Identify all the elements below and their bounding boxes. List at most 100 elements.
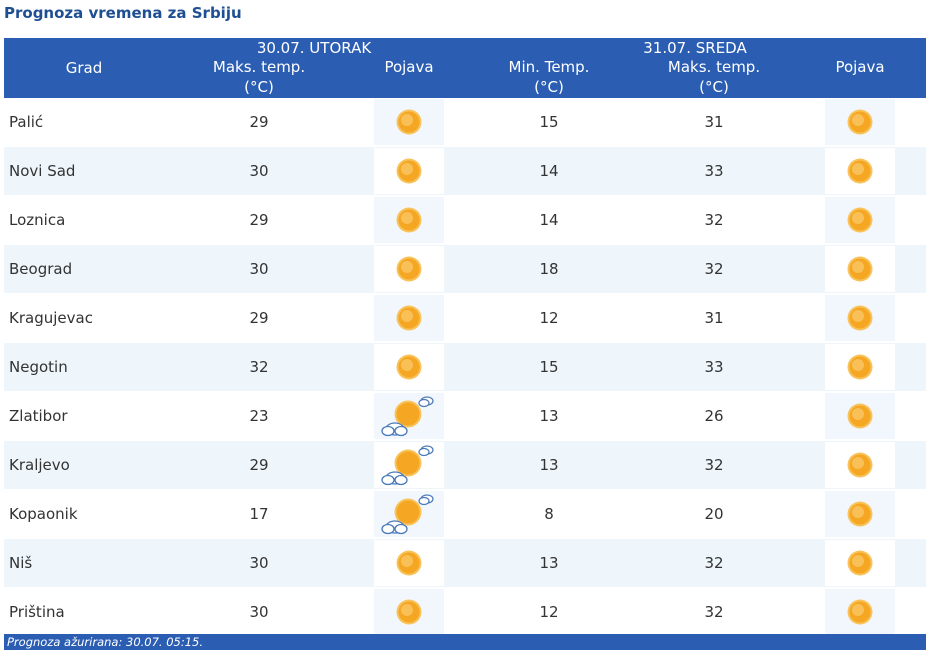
day2-max-temp: 33 <box>634 146 794 196</box>
day1-weather-cell <box>354 342 464 392</box>
day2-max-temp: 32 <box>634 538 794 588</box>
forecast-table-wrapper: 30.07. UTORAK 31.07. SREDA Grad Maks. te… <box>4 38 926 637</box>
table-body: Palić 29 15 31 Novi Sad 30 14 33 Loznica 29 <box>4 98 926 637</box>
forecast-table: 30.07. UTORAK 31.07. SREDA Grad Maks. te… <box>4 38 926 637</box>
city-name: Novi Sad <box>4 146 164 196</box>
sun-icon <box>374 540 444 586</box>
day1-max-temp: 30 <box>164 146 354 196</box>
sun-icon <box>825 344 895 390</box>
city-column-header: Grad <box>4 57 164 98</box>
day2-weather-header: Pojava <box>794 57 926 98</box>
day2-weather-cell <box>794 538 926 588</box>
day2-min-temp: 14 <box>464 146 634 196</box>
day2-max-header: Maks. temp. (°C) <box>634 57 794 98</box>
city-name: Kragujevac <box>4 293 164 343</box>
day2-max-temp: 33 <box>634 342 794 392</box>
day1-weather-header: Pojava <box>354 57 464 98</box>
day2-weather-cell <box>794 146 926 196</box>
day1-max-header: Maks. temp. (°C) <box>164 57 354 98</box>
day2-max-temp: 32 <box>634 195 794 245</box>
partly-cloudy-icon <box>374 442 444 488</box>
sun-icon <box>825 491 895 537</box>
table-row: Novi Sad 30 14 33 <box>4 146 926 196</box>
sun-icon <box>825 246 895 292</box>
day2-max-temp: 26 <box>634 391 794 441</box>
day1-weather-cell <box>354 538 464 588</box>
day1-max-temp: 29 <box>164 98 354 147</box>
table-row: Beograd 30 18 32 <box>4 244 926 294</box>
day2-max-temp: 31 <box>634 98 794 147</box>
day2-max-temp: 20 <box>634 489 794 539</box>
header-spacer <box>4 38 164 57</box>
page-title: Prognoza vremena za Srbiju <box>4 4 242 22</box>
day1-max-temp: 30 <box>164 244 354 294</box>
table-row: Niš 30 13 32 <box>4 538 926 588</box>
sun-icon <box>374 246 444 292</box>
day2-weather-cell <box>794 293 926 343</box>
day2-weather-cell <box>794 342 926 392</box>
day1-weather-cell <box>354 195 464 245</box>
day2-min-temp: 14 <box>464 195 634 245</box>
city-name: Negotin <box>4 342 164 392</box>
city-name: Loznica <box>4 195 164 245</box>
day1-weather-cell <box>354 244 464 294</box>
sun-icon <box>374 295 444 341</box>
table-header: 30.07. UTORAK 31.07. SREDA Grad Maks. te… <box>4 38 926 98</box>
day2-weather-cell <box>794 195 926 245</box>
city-column-label: Grad <box>65 59 103 77</box>
day1-max-temp: 17 <box>164 489 354 539</box>
day2-min-temp: 13 <box>464 391 634 441</box>
day1-weather-cell <box>354 146 464 196</box>
day2-weather-cell <box>794 391 926 441</box>
day2-max-temp: 32 <box>634 244 794 294</box>
day2-min-temp: 15 <box>464 98 634 147</box>
day2-weather-label: Pojava <box>835 58 885 76</box>
sun-icon <box>374 148 444 194</box>
day1-max-temp: 29 <box>164 293 354 343</box>
sun-icon <box>825 540 895 586</box>
table-row: Loznica 29 14 32 <box>4 195 926 245</box>
day2-min-temp: 12 <box>464 293 634 343</box>
day1-weather-cell <box>354 391 464 441</box>
city-name: Zlatibor <box>4 391 164 441</box>
day2-weather-cell <box>794 98 926 147</box>
day2-weather-cell <box>794 587 926 637</box>
day2-header: 31.07. SREDA <box>464 38 926 57</box>
day2-weather-cell <box>794 440 926 490</box>
day1-weather-cell <box>354 489 464 539</box>
day2-weather-cell <box>794 489 926 539</box>
day1-weather-cell <box>354 293 464 343</box>
table-row: Kopaonik 17 8 20 <box>4 489 926 539</box>
day2-min-unit: (°C) <box>534 78 564 96</box>
sun-icon <box>374 589 444 635</box>
day1-weather-cell <box>354 440 464 490</box>
table-row: Negotin 32 15 33 <box>4 342 926 392</box>
day2-weather-cell <box>794 244 926 294</box>
day2-max-temp: 32 <box>634 587 794 637</box>
day2-min-temp: 18 <box>464 244 634 294</box>
table-row: Kraljevo 29 13 32 <box>4 440 926 490</box>
day2-max-temp: 32 <box>634 440 794 490</box>
day2-min-temp: 8 <box>464 489 634 539</box>
update-timestamp: Prognoza ažurirana: 30.07. 05:15. <box>7 635 204 649</box>
sun-icon <box>825 99 895 145</box>
day2-min-temp: 12 <box>464 587 634 637</box>
table-row: Priština 30 12 32 <box>4 587 926 637</box>
sun-icon <box>825 393 895 439</box>
day1-max-temp: 32 <box>164 342 354 392</box>
sun-icon <box>825 148 895 194</box>
partly-cloudy-icon <box>374 393 444 439</box>
city-name: Kopaonik <box>4 489 164 539</box>
footer-bar: Prognoza ažurirana: 30.07. 05:15. <box>4 634 926 650</box>
day1-max-temp: 30 <box>164 538 354 588</box>
sun-icon <box>825 589 895 635</box>
sun-icon <box>825 197 895 243</box>
day1-max-temp: 30 <box>164 587 354 637</box>
day1-weather-cell <box>354 98 464 147</box>
day1-max-temp: 29 <box>164 195 354 245</box>
table-row: Kragujevac 29 12 31 <box>4 293 926 343</box>
city-name: Kraljevo <box>4 440 164 490</box>
day2-max-unit: (°C) <box>699 78 729 96</box>
sun-icon <box>374 344 444 390</box>
day2-max-label: Maks. temp. <box>667 58 761 76</box>
